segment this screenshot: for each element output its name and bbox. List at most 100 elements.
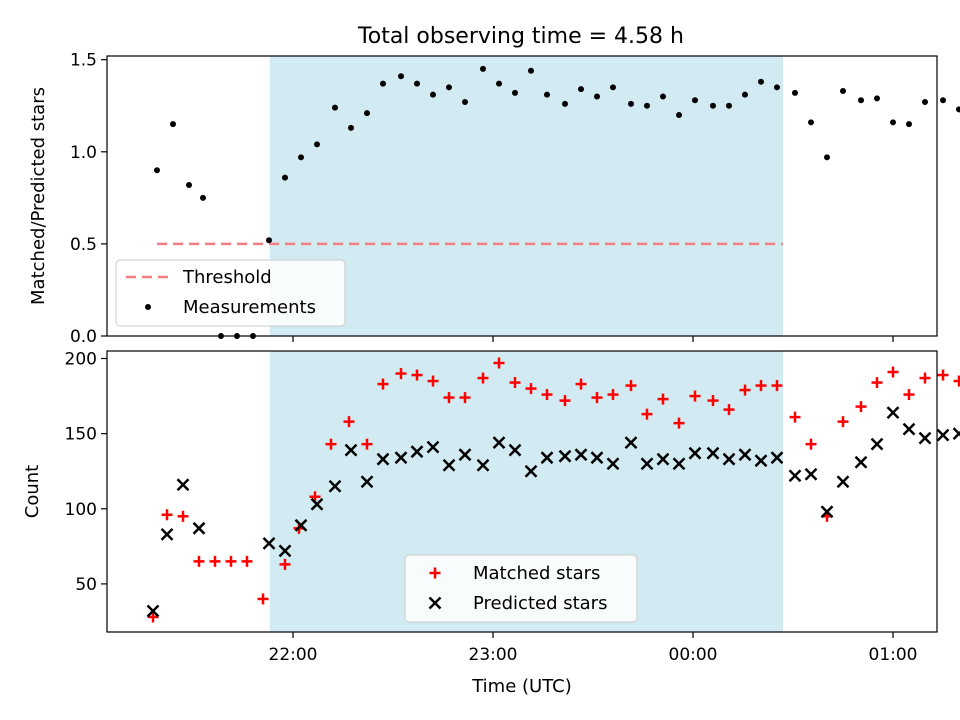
matched-point	[377, 378, 389, 390]
x-stroke	[706, 446, 720, 460]
measurement-point	[840, 88, 846, 94]
x-stroke	[508, 443, 522, 457]
measurement-point	[200, 194, 206, 201]
predicted-point	[918, 431, 932, 445]
legend-measurements-swatch	[145, 304, 151, 310]
predicted-point	[476, 458, 490, 472]
matched-point	[411, 369, 423, 381]
x-tick-label: 23:00	[469, 645, 518, 665]
legend-predicted-swatch	[428, 596, 442, 610]
measurement-point	[922, 99, 928, 106]
y-tick-label: 150	[65, 425, 97, 445]
measurement-point	[726, 102, 732, 109]
x-tick-label: 00:00	[669, 645, 718, 665]
predicted-point	[160, 527, 174, 541]
predicted-point	[492, 436, 506, 450]
y-tick-label: 50	[75, 575, 97, 595]
measurement-point	[364, 110, 370, 117]
matched-point	[855, 401, 867, 413]
y-tick-label: 1.0	[70, 143, 97, 163]
x-stroke	[836, 475, 850, 489]
measurement-point	[824, 154, 830, 161]
predicted-point	[278, 544, 292, 558]
measurement-point	[348, 124, 354, 131]
x-stroke	[394, 451, 408, 465]
measurement-point	[446, 84, 452, 91]
top-y-axis: 0.0 0.5 1.0 1.5	[70, 51, 107, 347]
predicted-point	[310, 497, 324, 511]
x-stroke	[902, 422, 916, 436]
predicted-point	[376, 452, 390, 466]
matched-point	[443, 392, 455, 404]
matched-point	[673, 417, 685, 429]
predicted-point	[672, 457, 686, 471]
measurement-point	[692, 97, 698, 104]
measurement-point	[890, 119, 896, 126]
predicted-point	[458, 448, 472, 462]
measurement-point	[710, 102, 716, 109]
matched-point	[395, 368, 407, 380]
legend-x-marker	[428, 596, 442, 610]
predicted-point	[754, 454, 768, 468]
matched-point	[903, 389, 915, 401]
top-axes-frame	[106, 55, 938, 337]
matched-point	[837, 416, 849, 428]
measurement-point	[380, 80, 386, 87]
predicted-point	[508, 443, 522, 457]
legend-plus-marker	[429, 567, 441, 579]
matched-point	[427, 375, 439, 387]
y-tick-label: 200	[65, 350, 97, 370]
matched-point	[177, 510, 189, 522]
predicted-point	[540, 451, 554, 465]
x-stroke	[476, 458, 490, 472]
predicted-point	[176, 478, 190, 492]
matched-point	[509, 377, 521, 389]
matched-point	[871, 377, 883, 389]
matched-point	[559, 395, 571, 407]
measurement-point	[660, 93, 666, 100]
matched-point	[493, 357, 505, 369]
predicted-point	[624, 436, 638, 450]
predicted-point	[426, 440, 440, 454]
matched-point	[209, 555, 221, 567]
measurement-point	[940, 97, 946, 104]
x-stroke	[738, 448, 752, 462]
predicted-point	[524, 464, 538, 478]
matched-point	[477, 372, 489, 384]
x-stroke	[540, 451, 554, 465]
x-tick-label: 22:00	[269, 645, 318, 665]
x-stroke	[870, 437, 884, 451]
measurement-point	[170, 121, 176, 128]
predicted-point	[656, 452, 670, 466]
x-stroke	[754, 454, 768, 468]
matched-point	[343, 416, 355, 428]
measurement-point	[266, 237, 272, 244]
x-stroke	[310, 497, 324, 511]
matched-point	[361, 438, 373, 450]
x-tick-label: 01:00	[869, 645, 918, 665]
matched-point	[309, 491, 321, 503]
predicted-point	[886, 406, 900, 419]
legend-threshold-label: Threshold	[182, 267, 272, 288]
matched-point	[723, 404, 735, 416]
matched-point	[739, 384, 751, 396]
matched-point	[591, 392, 603, 404]
x-stroke	[278, 544, 292, 558]
bottom-axes-frame	[106, 350, 938, 633]
measurement-point	[906, 121, 912, 128]
predicted-point	[410, 445, 424, 459]
matched-point	[789, 411, 801, 423]
x-stroke	[160, 527, 174, 541]
predicted-point	[854, 455, 868, 469]
predicted-point	[262, 536, 276, 550]
measurement-point	[792, 89, 798, 96]
x-stroke	[918, 431, 932, 445]
predicted-point	[804, 467, 818, 481]
matched-point	[953, 375, 960, 387]
x-stroke	[458, 448, 472, 462]
legend-measurements-label: Measurements	[183, 297, 316, 318]
x-stroke	[328, 479, 342, 493]
x-stroke	[492, 436, 506, 450]
x-stroke	[574, 448, 588, 462]
matched-point	[657, 393, 669, 405]
